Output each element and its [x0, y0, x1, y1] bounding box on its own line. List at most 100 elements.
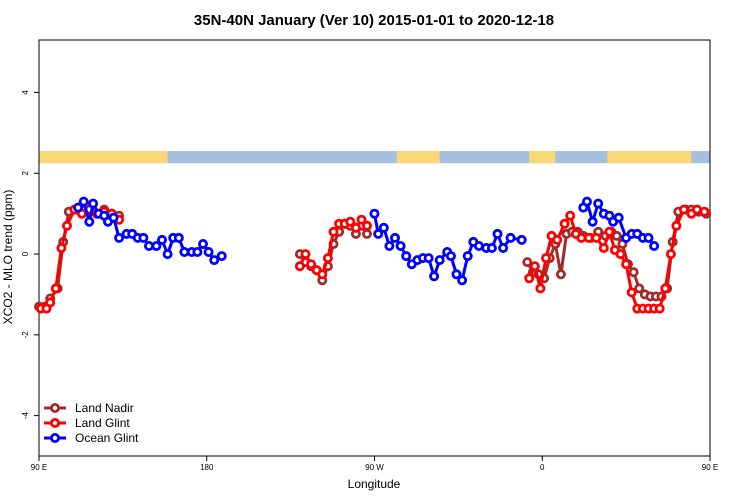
data-point	[654, 303, 665, 314]
data-point	[151, 240, 162, 251]
data-point	[203, 246, 214, 257]
data-point	[555, 269, 566, 280]
data-point	[384, 240, 395, 251]
legend-swatch-marker	[50, 432, 61, 443]
legend-label: Ocean Glint	[75, 431, 139, 445]
land-band	[607, 151, 692, 164]
data-point	[643, 232, 654, 243]
data-point	[613, 212, 624, 223]
data-point	[78, 196, 89, 207]
y-axis-label: XCO2 - MLO trend (ppm)	[1, 190, 15, 325]
data-point	[56, 242, 67, 253]
data-point	[322, 253, 333, 264]
data-point	[88, 198, 99, 209]
x-axis: 90 E 180 90 W 0 90 E	[31, 456, 718, 472]
data-point	[294, 261, 305, 272]
data-point	[699, 206, 710, 217]
data-point	[84, 216, 95, 227]
data-point	[378, 222, 389, 233]
legend-swatch-marker	[50, 417, 61, 428]
chart-title: 35N-40N January (Ver 10) 2015-01-01 to 2…	[194, 12, 554, 29]
data-point	[591, 232, 602, 243]
data-point	[197, 238, 208, 249]
data-point	[598, 242, 609, 253]
data-point	[486, 242, 497, 253]
data-point	[451, 269, 462, 280]
legend-label: Land Nadir	[75, 401, 134, 415]
x-tick-label: 90 E	[702, 463, 718, 472]
y-tick-label: -2	[21, 331, 30, 339]
y-tick-label: 0	[21, 251, 30, 256]
data-point	[535, 283, 546, 294]
data-point	[462, 251, 473, 262]
data-point	[565, 210, 576, 221]
data-point	[209, 255, 220, 266]
land-band	[39, 151, 168, 164]
data-point	[173, 232, 184, 243]
y-tick-label: 4	[21, 90, 30, 95]
data-point	[621, 259, 632, 270]
data-point	[192, 246, 203, 257]
x-tick-label: 90 E	[31, 463, 47, 472]
data-point	[559, 218, 570, 229]
data-point	[593, 198, 604, 209]
land-band	[529, 151, 556, 164]
data-point	[516, 234, 527, 245]
data-point	[615, 249, 626, 260]
data-point	[434, 255, 445, 266]
data-point	[541, 253, 552, 264]
series-layer	[34, 196, 712, 314]
legend-swatch-marker	[50, 402, 61, 413]
series-ocean-glint	[73, 196, 660, 286]
data-point	[306, 259, 317, 270]
data-point	[401, 251, 412, 262]
x-axis-label: Longitude	[348, 477, 401, 491]
x-tick-label: 180	[200, 463, 214, 472]
data-point	[108, 212, 119, 223]
data-point	[156, 234, 167, 245]
data-point	[395, 240, 406, 251]
data-point	[587, 216, 598, 227]
data-point	[582, 196, 593, 207]
data-point	[649, 240, 660, 251]
data-point	[328, 226, 339, 237]
data-point	[356, 214, 367, 225]
data-point	[73, 202, 84, 213]
land-ocean-mask	[39, 151, 710, 164]
data-point	[389, 232, 400, 243]
data-point	[552, 234, 563, 245]
plot-frame	[38, 39, 711, 457]
data-point	[345, 216, 356, 227]
data-point	[671, 220, 682, 231]
data-point	[369, 208, 380, 219]
data-point	[457, 275, 468, 286]
data-point	[361, 228, 372, 239]
data-point	[498, 242, 509, 253]
series-land-glint	[35, 204, 710, 314]
y-tick-label: 2	[21, 171, 30, 176]
data-point	[522, 257, 533, 268]
data-point	[423, 253, 434, 264]
data-point	[138, 232, 149, 243]
land-band	[396, 151, 440, 164]
data-point	[604, 226, 615, 237]
data-point	[429, 271, 440, 282]
data-point	[45, 297, 56, 308]
data-point	[628, 267, 639, 278]
data-point	[50, 283, 61, 294]
data-point	[361, 220, 372, 231]
y-tick-label: -4	[21, 412, 30, 420]
data-point	[665, 249, 676, 260]
data-point	[317, 269, 328, 280]
x-tick-label: 0	[540, 463, 545, 472]
data-point	[660, 283, 671, 294]
legend-label: Land Glint	[75, 416, 130, 430]
data-point	[114, 232, 125, 243]
data-point	[350, 222, 361, 233]
data-point	[216, 251, 227, 262]
data-point	[62, 220, 73, 231]
data-point	[634, 283, 645, 294]
x-tick-label: 90 W	[365, 463, 384, 472]
data-point	[445, 251, 456, 262]
